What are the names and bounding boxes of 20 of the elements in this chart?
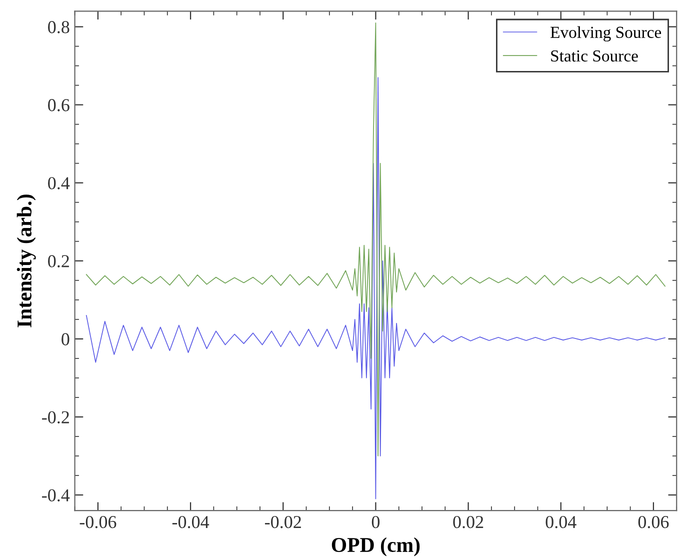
y-tick-label: 0.8 — [48, 21, 70, 34]
y-tick-label: 0 — [62, 333, 70, 346]
x-tick-label: 0 — [372, 516, 380, 528]
x-tick-label: 0.06 — [638, 516, 669, 528]
line-series — [86, 22, 666, 456]
legend-label: Evolving Source — [550, 26, 662, 42]
y-tick-label: 0.4 — [48, 177, 70, 190]
line-series — [86, 77, 666, 500]
x-tick-label: 0.02 — [453, 516, 484, 528]
y-tick-label: 0.2 — [48, 255, 69, 268]
x-tick-label: -0.06 — [80, 516, 116, 528]
y-tick-label: -0.2 — [42, 411, 69, 424]
y-tick-label: -0.4 — [42, 489, 70, 502]
x-tick-label: -0.04 — [172, 516, 210, 528]
x-tick-label: -0.02 — [264, 516, 301, 528]
x-axis-title: OPD (cm) — [332, 537, 420, 556]
x-tick-label: 0.04 — [546, 516, 576, 528]
y-tick-label: 0.6 — [48, 99, 70, 112]
y-axis-title: Intensity (arb.) — [16, 194, 36, 328]
legend-label: Static Source — [551, 50, 638, 62]
